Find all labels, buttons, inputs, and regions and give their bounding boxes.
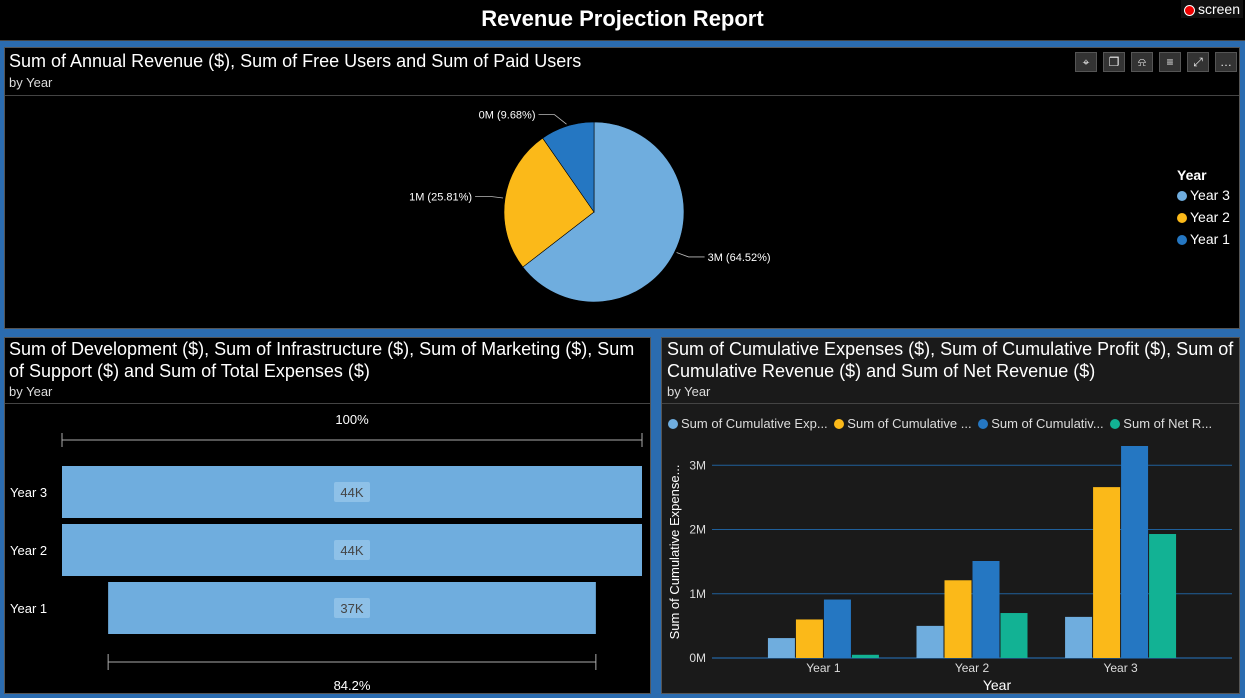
column-legend: Sum of Cumulative Exp... Sum of Cumulati… [668,416,1212,431]
x-tick-label: Year 1 [806,661,841,675]
filter-icon[interactable]: ≡ [1159,52,1181,72]
legend-dot [1177,235,1187,245]
pie-legend: Year Year 3 Year 2 Year 1 [1177,167,1230,247]
x-tick-label: Year 3 [1103,661,1138,675]
funnel-chart-subtitle: by Year [9,384,53,399]
x-tick-label: Year 2 [955,661,990,675]
y-axis-title: Sum of Cumulative Expense... [667,465,682,640]
pie-slice-year3 [522,121,685,303]
legend-item-cum-revenue[interactable]: Sum of Cumulativ... [978,416,1104,431]
pin-icon[interactable]: ⌖ [1075,52,1097,72]
bar-year1-s1 [795,619,823,658]
legend-item-cum-profit[interactable]: Sum of Cumulative ... [834,416,972,431]
legend-dot [1177,213,1187,223]
legend-dot [834,419,845,429]
column-chart-subtitle: by Year [667,384,711,399]
y-tick-label: 3M [689,458,706,472]
legend-item-year1[interactable]: Year 1 [1177,231,1230,247]
legend-label: Sum of Cumulative ... [847,416,972,431]
funnel-value-label-bg [334,540,370,560]
legend-dot [668,419,678,429]
copy-icon[interactable]: ❐ [1103,52,1125,72]
y-tick-label: 0M [689,651,706,665]
bar-year2-s2 [972,560,1000,658]
funnel-marks: 100% 44K Year 3 44K Year 2 37K Year 1 84.2% [10,412,643,693]
report-header [0,0,1245,41]
funnel-value-label: 44K [340,485,363,500]
screen-record-badge[interactable]: screen [1180,0,1243,18]
report-title: Revenue Projection Report [481,6,764,31]
legend-dot [1177,191,1187,201]
funnel-chart-title-line2: of Support ($) and Sum of Total Expenses… [9,361,370,381]
legend-dot [978,419,989,429]
bell-icon[interactable]: ⍾ [1131,52,1153,72]
legend-label: Year 2 [1190,209,1230,225]
column-chart-panel[interactable]: Sum of Cumulative Expenses ($), Sum of C… [661,337,1240,694]
funnel-top-percent: 100% [335,412,369,427]
pie-leader-line [538,114,567,125]
column-chart-title-line1: Sum of Cumulative Expenses ($), Sum of C… [667,339,1234,359]
pie-data-label: 0M (9.68%) [479,110,536,122]
bar-year1-s2 [823,599,851,658]
pie-data-label: 3M (64.52%) [708,252,771,264]
legend-dot [1110,419,1121,429]
legend-label: Sum of Cumulative Exp... [681,416,828,431]
bar-year1-s0 [767,638,795,658]
legend-item-net-revenue[interactable]: Sum of Net R... [1110,416,1212,431]
pie-slice-year2 [503,137,595,268]
more-icon[interactable]: … [1215,52,1237,72]
legend-item-cum-expenses[interactable]: Sum of Cumulative Exp... [668,416,828,431]
pie-leader-line [676,252,705,258]
funnel-chart-panel[interactable]: Sum of Development ($), Sum of Infrastru… [4,337,651,694]
legend-title: Year [1177,167,1207,183]
funnel-value-label-bg [334,598,370,618]
legend-label: Sum of Net R... [1123,416,1213,431]
funnel-chart: 100% 44K Year 3 44K Year 2 37K Year 1 84.2% [10,412,643,693]
pie-chart-subtitle: by Year [9,75,53,90]
pie-data-label: 1M (25.81%) [409,192,472,204]
pie-chart: 3M (64.52%) 1M (25.81%) 0M (9.68%) [409,110,771,303]
x-axis-title: Year [983,677,1012,693]
bar-year3-s1 [1093,487,1121,658]
funnel-category-label: Year 3 [10,485,47,500]
expand-icon[interactable]: ⤢ [1187,52,1209,72]
legend-label: Year 3 [1190,187,1230,203]
column-chart-title-line2: Cumulative Revenue ($) and Sum of Net Re… [667,361,1096,381]
legend-item-year2[interactable]: Year 2 [1177,209,1230,225]
funnel-category-label: Year 1 [10,601,47,616]
y-tick-label: 2M [689,523,706,537]
funnel-category-label: Year 2 [10,543,47,558]
bar-year2-s3 [1000,613,1028,658]
pie-chart-title: Sum of Annual Revenue ($), Sum of Free U… [9,51,582,71]
bar-year3-s3 [1149,534,1177,658]
pie-slice-year1 [542,121,595,213]
bar-year1-s3 [851,654,879,658]
funnel-chart-title-line1: Sum of Development ($), Sum of Infrastru… [9,339,635,359]
bar-year2-s0 [916,625,944,658]
title-divider [5,403,650,404]
funnel-value-label: 37K [340,601,363,616]
title-divider [5,95,1239,96]
column-marks: 0M 1M 2M 3M Year 1 Year 2 Year 3 Year Sum of Cum… [667,446,1232,693]
record-icon [1183,4,1195,16]
column-chart: 0M 1M 2M 3M Year 1 Year 2 Year 3 Year Sum of Cum… [667,446,1232,693]
pie-slices: 3M (64.52%) 1M (25.81%) 0M (9.68%) [409,110,771,303]
y-tick-label: 1M [689,587,706,601]
bar-year2-s1 [944,580,972,658]
screen-badge-label: screen [1197,1,1240,17]
pie-leader-line [475,196,504,199]
funnel-value-label: 44K [340,543,363,558]
legend-label: Sum of Cumulativ... [991,416,1104,431]
funnel-value-label-bg [334,482,370,502]
bar-year3-s2 [1121,446,1149,658]
pie-chart-panel[interactable]: Sum of Annual Revenue ($), Sum of Free U… [4,47,1240,329]
legend-item-year3[interactable]: Year 3 [1177,187,1230,203]
legend-label: Year 1 [1190,231,1230,247]
bar-year3-s0 [1065,616,1093,658]
visual-toolbar: ⌖ ❐ ⍾ ≡ ⤢ … [1075,52,1239,74]
title-divider [662,403,1239,404]
funnel-bottom-percent: 84.2% [334,678,371,693]
